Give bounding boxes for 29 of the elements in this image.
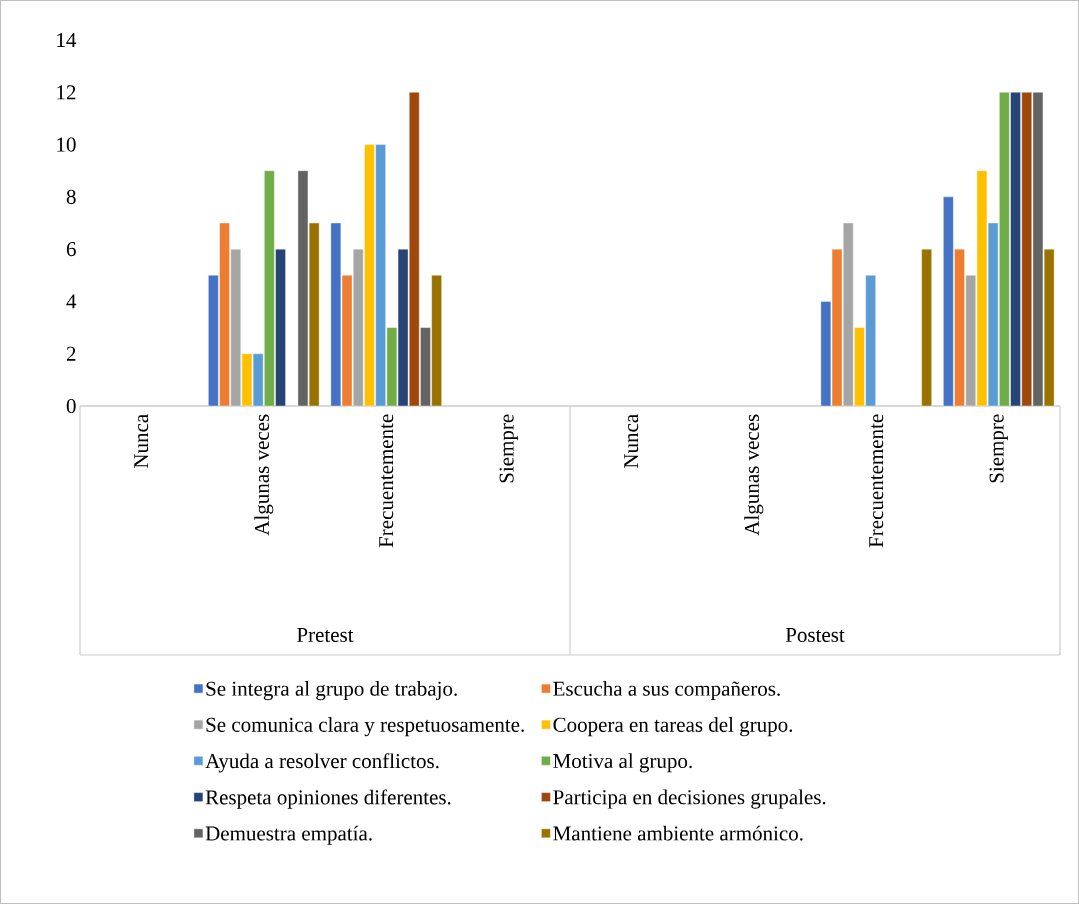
- text: Postest: [785, 628, 845, 642]
- text: Pretest: [297, 628, 354, 642]
- x-tick-label: Siempre: [989, 414, 1008, 483]
- y-tick-label: 6: [66, 242, 76, 257]
- legend-label: Escucha a sus compañeros.: [553, 681, 780, 701]
- y-tick-label: 4: [66, 294, 77, 309]
- y-tick-label: 0: [66, 398, 76, 414]
- x-tick-label: Nunca: [624, 414, 639, 468]
- y-tick-label: 14: [57, 33, 77, 47]
- y-tick-label: 12: [57, 85, 76, 100]
- x-tick-label: Algunas veces: [254, 414, 274, 536]
- legend-label: Respeta opiniones diferentes.: [205, 789, 451, 809]
- legend-label: Motiva al grupo.: [553, 753, 692, 773]
- x-tick-label: Siempre: [499, 414, 518, 483]
- legend-label: Mantiene ambiente armónico.: [553, 825, 803, 841]
- x-tick-label: Frecuentemente: [379, 414, 394, 548]
- x-tick-label: Algunas veces: [744, 414, 764, 536]
- y-tick-label: 8: [66, 189, 76, 204]
- legend-label: Coopera en tareas del grupo.: [553, 717, 793, 737]
- x-tick-label: Frecuentemente: [869, 414, 884, 548]
- bar: [921, 248, 932, 407]
- legend-label: Ayuda a resolver conflictos.: [205, 753, 439, 773]
- legend-label: Demuestra empatía.: [205, 825, 372, 845]
- x-tick-label: Nunca: [134, 414, 149, 468]
- legend-label: Participa en decisiones grupales.: [553, 789, 826, 809]
- legend-label: Se comunica clara y respetuosamente.: [206, 717, 524, 737]
- legend-label: Se integra al grupo de trabajo.: [206, 681, 457, 701]
- y-tick-label: 10: [57, 137, 76, 152]
- y-tick-label: 2: [66, 346, 76, 361]
